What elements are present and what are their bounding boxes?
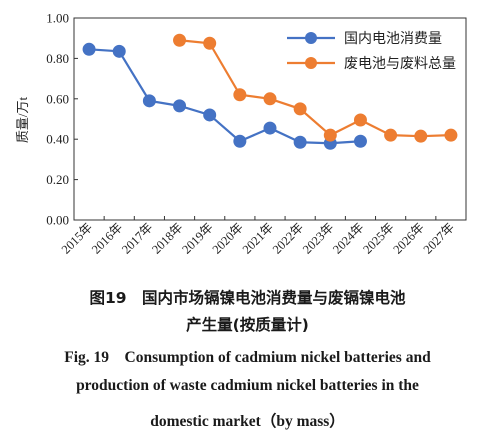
series-1-point: [112, 44, 126, 58]
y-tick-label: 0.60: [46, 91, 69, 106]
series-2-point: [323, 128, 337, 142]
series-2-point: [173, 33, 187, 47]
legend-label: 废电池与废料总量: [344, 56, 456, 72]
series-2-point: [233, 88, 247, 102]
figure-caption-en-line1: Fig. 19 Consumption of cadmium nickel ba…: [64, 349, 431, 366]
x-tick-label: 2023年: [300, 220, 336, 256]
series-2-point: [414, 129, 428, 143]
figure-caption-cn-line2: 产生量(按质量计): [186, 316, 309, 334]
x-tick-label: 2026年: [390, 220, 426, 256]
x-tick-label: 2022年: [270, 220, 306, 256]
series-1-point: [233, 134, 247, 148]
series-2-point: [353, 113, 367, 127]
figure-caption-en-line3: domestic market（by mass）: [150, 413, 345, 430]
x-tick-label: 2017年: [119, 220, 155, 256]
legend-label: 国内电池消费量: [344, 31, 442, 47]
figure-caption-en-line2: production of waste cadmium nickel batte…: [76, 377, 419, 394]
series-1-point: [263, 121, 277, 135]
legend-marker: [305, 57, 317, 69]
y-tick-label: 0.80: [46, 51, 69, 66]
x-tick-label: 2027年: [421, 220, 457, 256]
series-1-point: [142, 94, 156, 108]
series-1-point: [82, 42, 96, 56]
x-tick-label: 2018年: [149, 220, 185, 256]
series-line-1: [89, 48, 361, 145]
series-2-point: [203, 36, 217, 50]
series-1-point: [293, 135, 307, 149]
plot-frame: [73, 17, 467, 221]
figure-caption-cn-line1: 图19 国内市场镉镍电池消费量与废镉镍电池: [89, 289, 406, 307]
y-tick-label: 1.00: [46, 11, 69, 26]
series-2-point: [384, 128, 398, 142]
y-tick-label: 0.20: [46, 172, 69, 187]
series-1-point: [353, 134, 367, 148]
series-1-point: [173, 99, 187, 113]
y-tick-label: 0.40: [46, 132, 69, 147]
series-1-point: [203, 108, 217, 122]
series-2-point: [293, 102, 307, 116]
series-layer: [82, 33, 458, 150]
y-tick-label: 0.00: [46, 213, 69, 228]
legend-marker: [305, 32, 317, 44]
y-axis-label: 质量/万t: [15, 97, 30, 144]
series-2-point: [263, 92, 277, 106]
series-line-2: [179, 39, 451, 138]
x-tick-label: 2024年: [330, 220, 366, 256]
series-2-point: [444, 128, 458, 142]
x-tick-label: 2025年: [360, 220, 396, 256]
x-tick-label: 2019年: [179, 220, 215, 256]
x-tick-label: 2020年: [210, 220, 246, 256]
x-tick-label: 2016年: [89, 220, 125, 256]
line-chart: 0.000.200.400.600.801.002015年2016年2017年2…: [15, 11, 467, 257]
x-tick-label: 2021年: [240, 220, 276, 256]
